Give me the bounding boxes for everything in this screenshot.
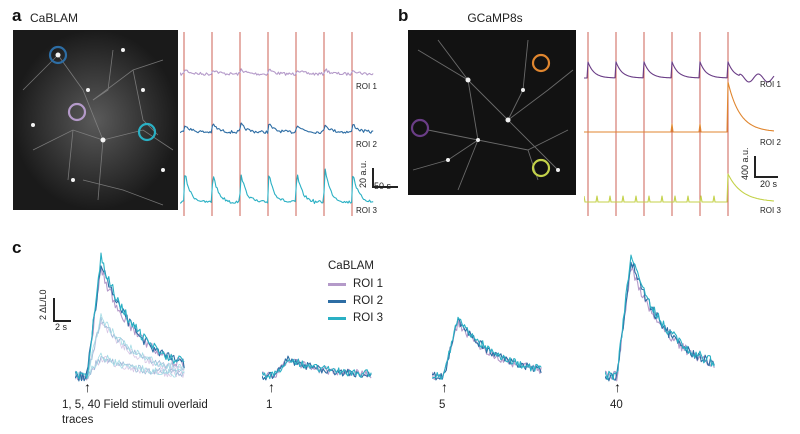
roi-label: ROI 2: [356, 140, 377, 149]
roi-trace: [262, 358, 372, 380]
stim-40-traces-plot: [605, 254, 715, 382]
gcamp-micrograph: [408, 30, 576, 195]
roi-trace: [432, 316, 542, 380]
legend-title: CaBLAM: [328, 260, 375, 272]
stim-5-traces-plot: [432, 316, 542, 381]
scale-bar-horizontal: [754, 176, 778, 178]
roi-trace: [75, 252, 185, 380]
cablam-neuron-image: [13, 30, 178, 210]
scale-label-x: 2 s: [55, 322, 68, 332]
scale-label-y: 20 a.u.: [358, 160, 368, 188]
legend-item: ROI 2: [328, 295, 383, 307]
stimulus-label: 1: [266, 399, 273, 411]
legend-label: ROI 1: [353, 278, 384, 290]
cablam-traces-plot: [180, 32, 374, 216]
roi-trace: [584, 173, 775, 203]
roi-circle: [67, 102, 87, 122]
panel-a-letter: a: [12, 6, 22, 25]
stim-40-traces: [605, 238, 725, 388]
scale-label-x: 20 s: [760, 179, 778, 189]
stimulus-label: 1, 5, 40 Field stimuli overlaid traces: [62, 399, 208, 426]
roi-trace: [605, 267, 715, 382]
roi-trace: [75, 313, 185, 379]
stim-5-traces: [432, 238, 552, 388]
roi-trace: [584, 61, 775, 83]
roi-label: ROI 3: [356, 206, 377, 215]
stim-1-traces-plot: [262, 355, 372, 381]
roi-trace: [584, 81, 775, 133]
roi-label: ROI 1: [760, 80, 781, 89]
scale-label-x: 50 s: [374, 181, 392, 191]
roi-trace: [180, 122, 374, 135]
gcamp-neuron-image: [408, 30, 576, 195]
scale-bar-horizontal: [372, 186, 398, 188]
roi-trace: [432, 318, 542, 381]
scale-bar-vertical: [372, 168, 374, 186]
roi-circle: [531, 158, 551, 178]
stim-1-traces: [262, 238, 382, 388]
roi-circle: [531, 53, 551, 73]
roi-label: ROI 3: [760, 206, 781, 215]
roi-trace: [75, 352, 185, 380]
panel-c-letter: c: [12, 238, 22, 257]
roi-trace: [180, 68, 374, 76]
stimulus-arrow-icon: ↑: [441, 379, 448, 395]
scale-bar-vertical: [754, 156, 756, 176]
roi-trace: [605, 261, 715, 382]
stimulus-label: 40: [610, 399, 623, 411]
legend-item: ROI 1: [328, 278, 383, 290]
roi-circle: [137, 122, 157, 142]
legend-label: ROI 3: [353, 312, 384, 324]
stimulus-arrow-icon: ↑: [84, 379, 91, 395]
overlaid-traces: [75, 238, 195, 388]
gcamp-traces-plot: [584, 32, 775, 216]
legend-item: ROI 3: [328, 312, 383, 324]
roi-label: ROI 1: [356, 82, 377, 91]
panel-b-letter: b: [398, 6, 409, 25]
roi-trace: [180, 168, 374, 205]
legend-swatch: [328, 316, 346, 320]
stimulus-arrow-icon: ↑: [614, 379, 621, 395]
scale-label-y: 400 a.u.: [740, 147, 750, 180]
scale-label-y: 2 ΔL/L0: [38, 289, 48, 320]
panel-a-traces: [180, 30, 380, 220]
roi-trace: [605, 254, 715, 381]
legend-label: ROI 2: [353, 295, 384, 307]
panel-b-title: GCaMP8s: [467, 11, 523, 25]
scale-bar-vertical: [53, 298, 55, 320]
roi-trace: [262, 355, 372, 381]
roi-circle: [48, 45, 68, 65]
legend-swatch: [328, 299, 346, 303]
stimulus-label: 5: [439, 399, 446, 411]
overlaid-traces-plot: [75, 252, 185, 382]
cablam-micrograph: [13, 30, 178, 210]
legend-swatch: [328, 282, 346, 286]
panel-b-traces: [584, 30, 784, 220]
scale-bar-horizontal: [53, 320, 71, 322]
roi-label: ROI 2: [760, 138, 781, 147]
roi-trace: [75, 265, 185, 381]
stimulus-arrow-icon: ↑: [268, 379, 275, 395]
panel-a-title: CaBLAM: [30, 11, 79, 25]
roi-circle: [410, 118, 430, 138]
legend: CaBLAM ROI 1 ROI 2 ROI 3: [328, 260, 383, 324]
